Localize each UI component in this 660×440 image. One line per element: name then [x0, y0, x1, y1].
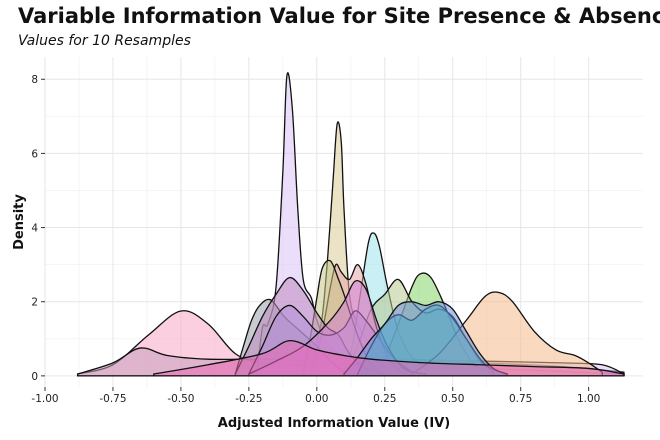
x-tick-label: 0.50 [441, 393, 464, 405]
density-curve-pink-low [153, 339, 625, 377]
y-tick-label: 8 [31, 74, 38, 86]
y-tick-label: 6 [31, 148, 38, 160]
density-curve-blue [343, 301, 508, 377]
y-tick-label: 0 [31, 371, 38, 383]
x-axis-label: Adjusted Information Value (IV) [218, 416, 450, 431]
x-tick-label: -0.75 [99, 393, 126, 405]
y-tick-label: 2 [31, 297, 38, 309]
density-series [76, 72, 625, 377]
x-tick-label: 0.00 [305, 393, 328, 405]
x-tick-label: 0.25 [373, 393, 396, 405]
x-tick-label: 1.00 [577, 393, 600, 405]
y-axis-label: Density [12, 194, 27, 250]
x-tick-label: -0.50 [167, 393, 194, 405]
x-axis: -1.00 -0.75 -0.50 -0.25 0.00 0.25 0.50 0.75 1.00 [31, 387, 600, 405]
y-axis: 0 2 4 6 8 [31, 74, 45, 383]
chart-subtitle: Values for 10 Resamples [18, 33, 191, 49]
x-tick-label: 0.75 [509, 393, 532, 405]
x-tick-label: -0.25 [235, 393, 262, 405]
chart-title: Variable Information Value for Site Pres… [18, 4, 660, 28]
x-tick-label: -1.00 [31, 393, 58, 405]
y-tick-label: 4 [31, 223, 38, 235]
